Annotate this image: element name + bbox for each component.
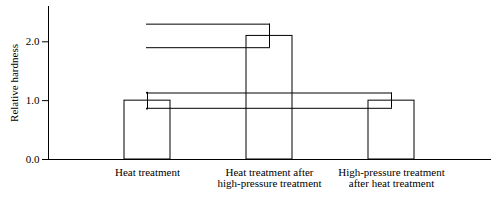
svg-text:2.0: 2.0 (26, 35, 40, 47)
svg-text:High-pressure treatmentafter h: High-pressure treatmentafter heat treatm… (338, 166, 445, 189)
svg-text:0.0: 0.0 (26, 153, 40, 165)
svg-text:Heat treatment afterhigh-press: Heat treatment afterhigh-pressure treatm… (217, 166, 321, 189)
svg-text:Relative hardness: Relative hardness (8, 44, 20, 122)
svg-text:Heat treatment: Heat treatment (115, 166, 180, 178)
svg-text:1.0: 1.0 (26, 94, 40, 106)
